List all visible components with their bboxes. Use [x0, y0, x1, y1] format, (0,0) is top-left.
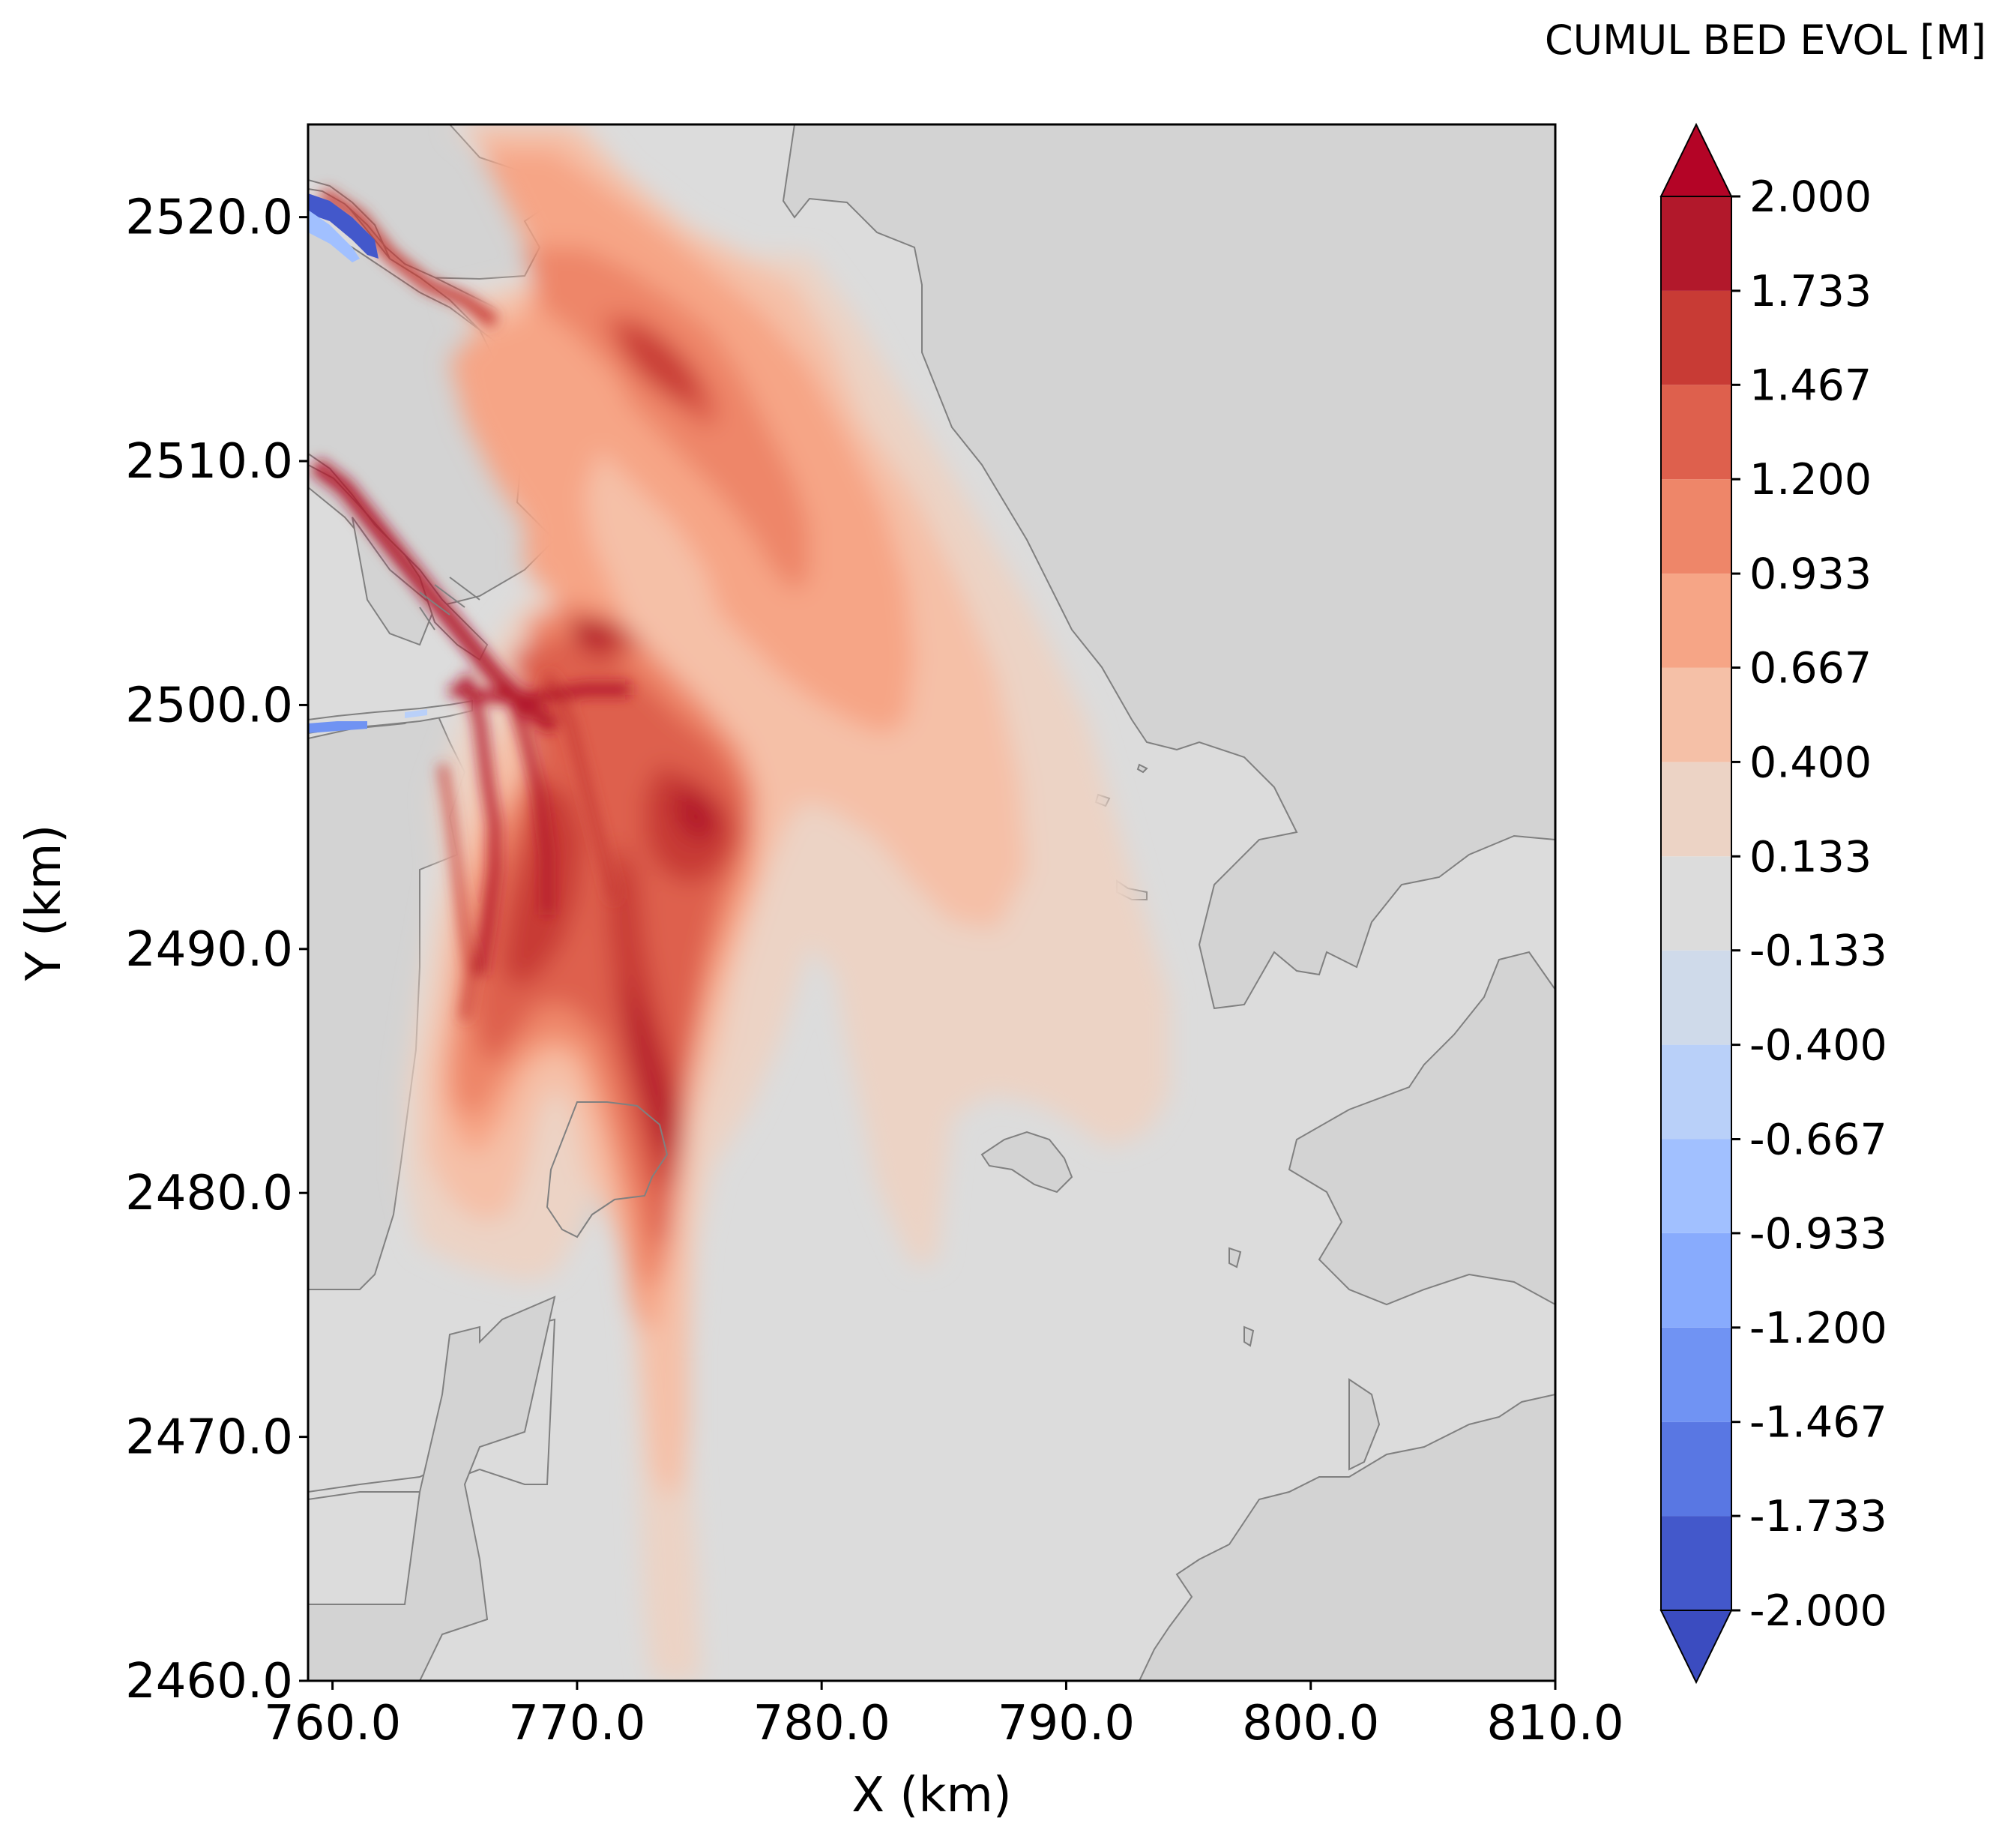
colorbar-under-triangle: [1659, 1610, 1733, 1685]
colorbar-tick-label: -0.933: [1749, 1209, 1887, 1259]
colorbar-segment: [1661, 574, 1731, 668]
land-west-island: [352, 517, 436, 646]
deposition-level-1200: [472, 315, 750, 1244]
y-tick-label: 2510.0: [125, 434, 293, 490]
island-east: [980, 1131, 1073, 1194]
colorbar-tick-label: -0.400: [1749, 1021, 1887, 1071]
land-southwest-block: [308, 1295, 556, 1681]
colorbar-tick-label: 1.200: [1749, 455, 1872, 505]
colorbar-title: CUMUL BED EVOL [M]: [1545, 16, 1986, 64]
colorbar-tick-label: -2.000: [1749, 1586, 1887, 1636]
colorbar-tick-label: 1.733: [1749, 267, 1872, 316]
streak-estuary-2: [505, 688, 552, 915]
colorbar-tick-label: -0.667: [1749, 1115, 1887, 1164]
y-tick-label: 2500.0: [125, 678, 293, 733]
colorbar-segment: [1661, 196, 1731, 291]
bed-evolution-field: [405, 124, 1169, 1681]
colorbar-segment: [1661, 1044, 1731, 1140]
x-tick-label: 780.0: [753, 1696, 890, 1751]
coastline-island-mid: [546, 1101, 669, 1238]
channel-streaks: [310, 187, 630, 1020]
island-small-4: [1228, 1247, 1242, 1268]
colorbar-tick-label: -1.467: [1749, 1398, 1887, 1448]
colorbar-segment: [1661, 1232, 1731, 1328]
land-south-east-coast: [1138, 1393, 1555, 1681]
x-tick-label: 810.0: [1486, 1696, 1623, 1751]
island-small-7: [1348, 1378, 1381, 1471]
y-tick-label: 2520.0: [125, 190, 293, 246]
colorbar-segment: [1661, 1516, 1731, 1610]
land-east-main: [782, 124, 1555, 1010]
coastline-overlay: [419, 577, 669, 1238]
colorbar-segment: [1661, 762, 1731, 857]
erosion-upper-river: [308, 193, 379, 259]
colorbar: -2.000 -1.733 -1.467 -1.200 -0.933 -0.667 -0.4…: [1659, 122, 1887, 1685]
colorbar-segment: [1661, 385, 1731, 480]
colorbar-segment: [1661, 290, 1731, 385]
streak-estuary-3: [543, 672, 619, 901]
colorbar-segment: [1661, 1327, 1731, 1422]
colorbar-tick-label: 0.933: [1749, 550, 1872, 599]
colorbar-tick-label: -0.133: [1749, 927, 1887, 976]
erosion-middle-outlet-edge: [405, 709, 427, 718]
streak-estuary-4: [438, 764, 477, 1020]
streak-upper-river: [319, 187, 499, 328]
colorbar-tick-label: 1.467: [1749, 361, 1872, 410]
x-tick-label: 790.0: [998, 1696, 1135, 1751]
colorbar-tick-label: -1.733: [1749, 1492, 1887, 1541]
colorbar-segment: [1661, 479, 1731, 574]
colorbar-tick-label: 0.667: [1749, 644, 1872, 693]
colorbar-tick-label: 0.400: [1749, 738, 1872, 787]
x-axis: 760.0 770.0 780.0 790.0 800.0 810.0: [264, 1681, 1624, 1751]
colorbar-segment: [1661, 950, 1731, 1045]
erosion-upper-river-edge: [308, 210, 360, 262]
land-southeast: [1288, 951, 1555, 1306]
y-tick-label: 2480.0: [125, 1166, 293, 1221]
colorbar-over-triangle: [1659, 122, 1733, 197]
erosion-patches: [308, 193, 427, 733]
colorbar-segment: [1661, 1421, 1731, 1517]
deposition-level-1733: [570, 622, 720, 1155]
map-area: [308, 124, 1555, 1681]
colorbar-segment: [1661, 667, 1731, 762]
colorbar-segment: [1661, 856, 1731, 951]
coastline-channel-grid: [419, 577, 480, 630]
x-axis-label: X (km): [851, 1768, 1012, 1823]
x-tick-label: 760.0: [264, 1696, 401, 1751]
x-tick-label: 770.0: [508, 1696, 645, 1751]
colorbar-frame: [1660, 196, 1732, 1611]
colorbar-tick-label: 2.000: [1749, 172, 1872, 222]
streak-mouth: [448, 684, 630, 703]
erosion-middle-outlet: [308, 721, 367, 733]
y-tick-label: 2470.0: [125, 1410, 293, 1466]
streak-estuary-1: [459, 672, 500, 976]
colorbar-tick-label: -1.200: [1749, 1304, 1887, 1353]
plot-frame: [307, 123, 1557, 1682]
island-small-3: [1136, 763, 1148, 774]
colorbar-tick-label: 0.133: [1749, 832, 1872, 882]
y-axis-label: Y (km): [16, 825, 72, 982]
y-axis: 2460.0 2470.0 2480.0 2490.0 2500.0 2510.0 2520…: [125, 190, 308, 1709]
y-tick-label: 2460.0: [125, 1654, 293, 1709]
x-tick-label: 800.0: [1242, 1696, 1379, 1751]
colorbar-segment: [1661, 1139, 1731, 1233]
y-tick-label: 2490.0: [125, 922, 293, 978]
island-small-5: [1243, 1325, 1255, 1347]
